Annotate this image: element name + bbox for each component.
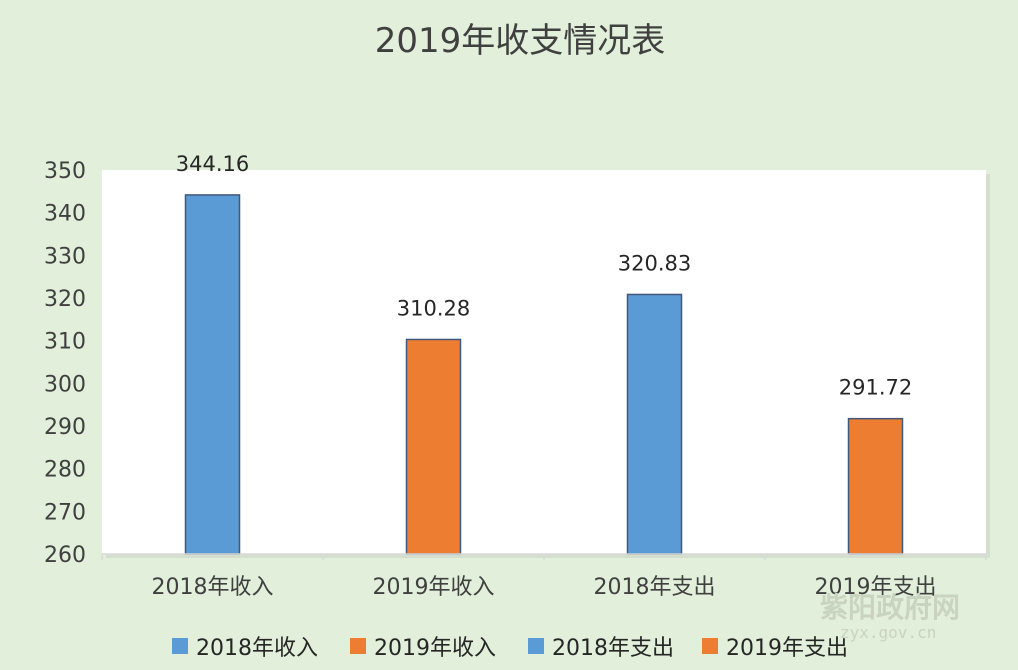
x-tick-label: 2018年收入 — [152, 575, 274, 600]
x-tick-label: 2018年支出 — [594, 575, 716, 600]
x-tick-label: 2019年支出 — [815, 575, 937, 600]
legend-label: 2018年支出 — [552, 636, 674, 661]
bar — [405, 338, 462, 555]
legend-label: 2019年收入 — [374, 636, 496, 661]
legend-swatch — [172, 638, 188, 654]
y-tick-label: 280 — [44, 458, 86, 483]
x-axis: 2018年收入 2019年收入 2018年支出 2019年支出 — [101, 553, 987, 600]
legend-swatch — [350, 638, 366, 654]
y-tick-label: 350 — [44, 159, 86, 184]
data-labels: 344.16 310.28 320.83 291.72 — [176, 152, 912, 400]
watermark: 紫阳政府网 zyx.gov.cn — [820, 591, 960, 642]
legend-label: 2019年支出 — [726, 636, 848, 661]
chart-title: 2019年收支情况表 — [375, 21, 666, 61]
bar-series — [184, 194, 904, 555]
data-label: 291.72 — [839, 376, 912, 400]
plot-area — [102, 170, 986, 554]
y-tick-label: 330 — [44, 244, 86, 269]
legend-label: 2018年收入 — [196, 636, 318, 661]
y-tick-label: 320 — [44, 287, 86, 312]
legend: 2018年收入 2019年收入 2018年支出 2019年支出 — [172, 636, 848, 661]
y-tick-label: 300 — [44, 372, 86, 397]
y-tick-label: 270 — [44, 500, 86, 525]
legend-swatch — [702, 638, 718, 654]
y-tick-label: 260 — [44, 543, 86, 568]
bar — [847, 417, 904, 555]
data-label: 344.16 — [176, 152, 249, 176]
data-label: 320.83 — [618, 251, 691, 275]
legend-swatch — [528, 638, 544, 654]
bar — [184, 194, 241, 555]
watermark-name: 紫阳政府网 — [820, 591, 960, 624]
watermark-url: zyx.gov.cn — [840, 623, 936, 642]
y-tick-label: 290 — [44, 415, 86, 440]
y-tick-label: 310 — [44, 330, 86, 355]
bar — [626, 293, 683, 555]
x-tick-label: 2019年收入 — [373, 575, 495, 600]
y-tick-label: 340 — [44, 202, 86, 227]
y-axis: 260 270 280 290 300 310 320 330 340 350 — [44, 159, 86, 568]
data-label: 310.28 — [397, 296, 470, 320]
